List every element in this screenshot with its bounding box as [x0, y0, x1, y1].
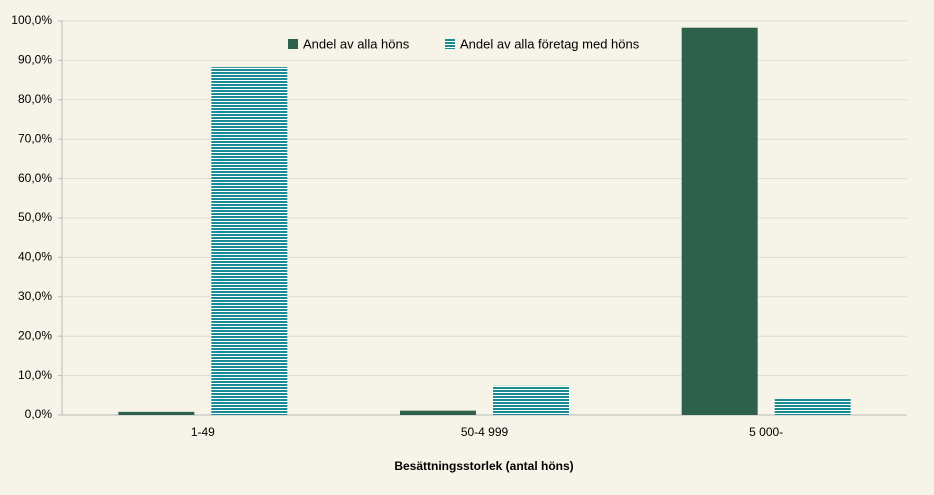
bar: [681, 27, 758, 416]
bar: [211, 67, 288, 416]
legend-label: Andel av alla höns: [303, 36, 410, 51]
legend-swatch: [288, 39, 298, 49]
y-tick-label: 30,0%: [18, 289, 52, 303]
bar: [493, 385, 569, 415]
legend-swatch: [445, 39, 455, 49]
y-tick-label: 90,0%: [18, 53, 52, 67]
x-tick-label: 5 000-: [749, 425, 783, 439]
y-tick-label: 20,0%: [18, 328, 52, 342]
y-tick-label: 60,0%: [18, 171, 52, 185]
y-tick-label: 50,0%: [18, 210, 52, 224]
bar: [400, 410, 476, 415]
y-tick-label: 80,0%: [18, 92, 52, 106]
y-tick-label: 100,0%: [11, 13, 52, 27]
bar: [774, 398, 851, 415]
x-tick-label: 50-4 999: [461, 425, 509, 439]
y-tick-label: 0,0%: [25, 407, 53, 421]
bar: [118, 411, 195, 415]
y-tick-label: 40,0%: [18, 250, 52, 264]
y-tick-label: 10,0%: [18, 368, 52, 382]
x-tick-label: 1-49: [191, 425, 215, 439]
x-axis-label: Besättningsstorlek (antal höns): [394, 459, 573, 473]
y-tick-label: 70,0%: [18, 131, 52, 145]
legend-label: Andel av alla företag med höns: [460, 36, 640, 51]
